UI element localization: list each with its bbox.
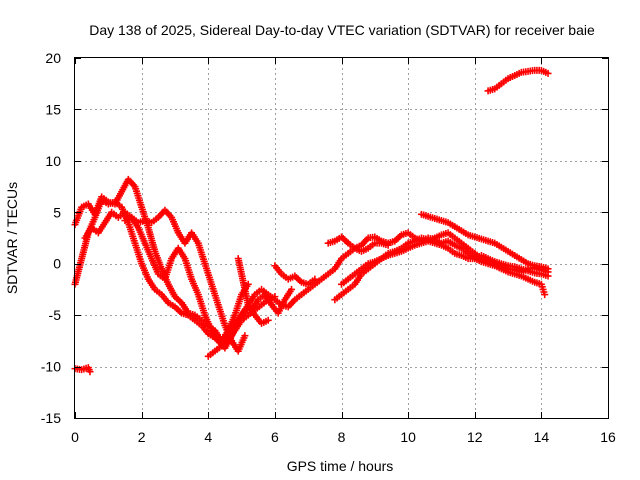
data-point [544,69,552,77]
series-arc-c [81,208,296,352]
x-tick-label: 16 [600,429,616,445]
y-axis-label: SDTVAR / TECUs [4,182,20,294]
data-point [541,291,549,299]
series-arc-f [234,255,272,327]
x-tick-label: 4 [204,429,212,445]
y-tick-label: 20 [45,50,61,66]
y-tick-label: 10 [45,153,61,169]
plot-frame [74,57,609,419]
x-tick-label: 8 [338,429,346,445]
y-tick-label: 15 [45,101,61,117]
data-point [311,275,319,283]
y-tick-label: 0 [53,256,61,272]
data-point [241,332,249,340]
series-arc-g [271,262,319,288]
y-axis: -15 -10 -5 0 5 10 15 20 [41,50,608,426]
x-tick-label: 0 [71,429,79,445]
y-tick-label: 5 [53,204,61,220]
x-tick-label: 12 [467,429,483,445]
y-tick-label: -10 [41,359,61,375]
y-tick-label: -15 [41,410,61,426]
data-point [264,316,272,324]
x-tick-label: 14 [534,429,550,445]
chart-title: Day 138 of 2025, Sidereal Day-to-day VTE… [89,22,595,38]
series-arc-j [338,237,552,288]
x-tick-label: 10 [400,429,416,445]
x-tick-label: 2 [138,429,146,445]
x-tick-label: 6 [271,429,279,445]
data-markers [71,66,552,376]
series-arc-l [484,66,552,95]
series-arc-k [417,210,552,273]
x-axis: 0 2 4 6 8 10 12 14 16 [71,58,616,445]
series-arc-e [204,239,392,360]
y-tick-label: -5 [49,307,62,323]
data-point [544,265,552,273]
data-point [288,285,296,293]
data-point [86,368,94,376]
x-axis-label: GPS time / hours [287,458,394,474]
data-point [544,272,552,280]
